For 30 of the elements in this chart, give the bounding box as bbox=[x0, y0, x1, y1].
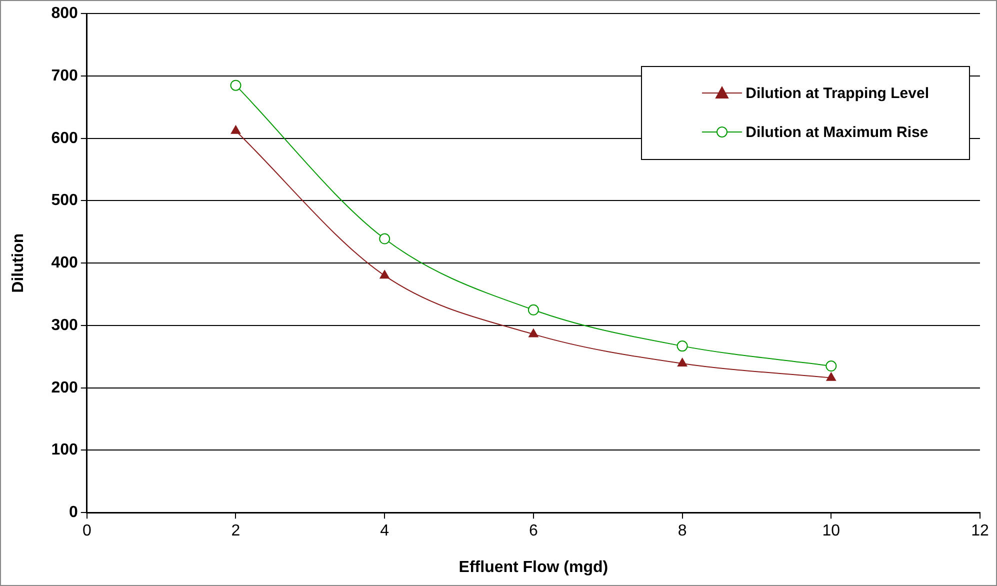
legend-label: Dilution at Maximum Rise bbox=[746, 124, 928, 141]
point bbox=[528, 304, 539, 316]
y-tick-label: 400 bbox=[51, 254, 78, 272]
x-tick-label: 4 bbox=[380, 522, 390, 540]
y-tick-label: 200 bbox=[51, 379, 78, 396]
y-tick-label: 0 bbox=[68, 504, 78, 522]
point bbox=[380, 270, 390, 279]
x-tick-label: 8 bbox=[678, 522, 687, 540]
x-tick-label: 6 bbox=[528, 522, 538, 540]
point bbox=[379, 233, 390, 244]
y-axis-title: Dilution bbox=[10, 233, 28, 293]
point bbox=[230, 125, 241, 134]
point bbox=[677, 358, 688, 367]
x-tick-label: 2 bbox=[231, 522, 240, 540]
x-tick-label: 0 bbox=[82, 522, 92, 540]
y-tick-label: 600 bbox=[51, 130, 78, 147]
y-tick-label: 300 bbox=[51, 316, 78, 334]
legend-label: Dilution at Trapping Level bbox=[746, 84, 929, 102]
x-tick-label: 12 bbox=[971, 522, 989, 540]
y-tick-label: 700 bbox=[51, 67, 78, 84]
point bbox=[826, 360, 837, 372]
x-axis-title: Effluent Flow (mgd) bbox=[458, 558, 608, 576]
point bbox=[676, 340, 688, 352]
point bbox=[826, 372, 836, 381]
point bbox=[528, 328, 538, 338]
y-tick-label: 100 bbox=[51, 442, 78, 459]
x-tick-label: 10 bbox=[822, 522, 840, 540]
y-tick-label: 800 bbox=[51, 5, 78, 22]
y-tick-label: 500 bbox=[51, 192, 78, 210]
point bbox=[230, 80, 242, 91]
